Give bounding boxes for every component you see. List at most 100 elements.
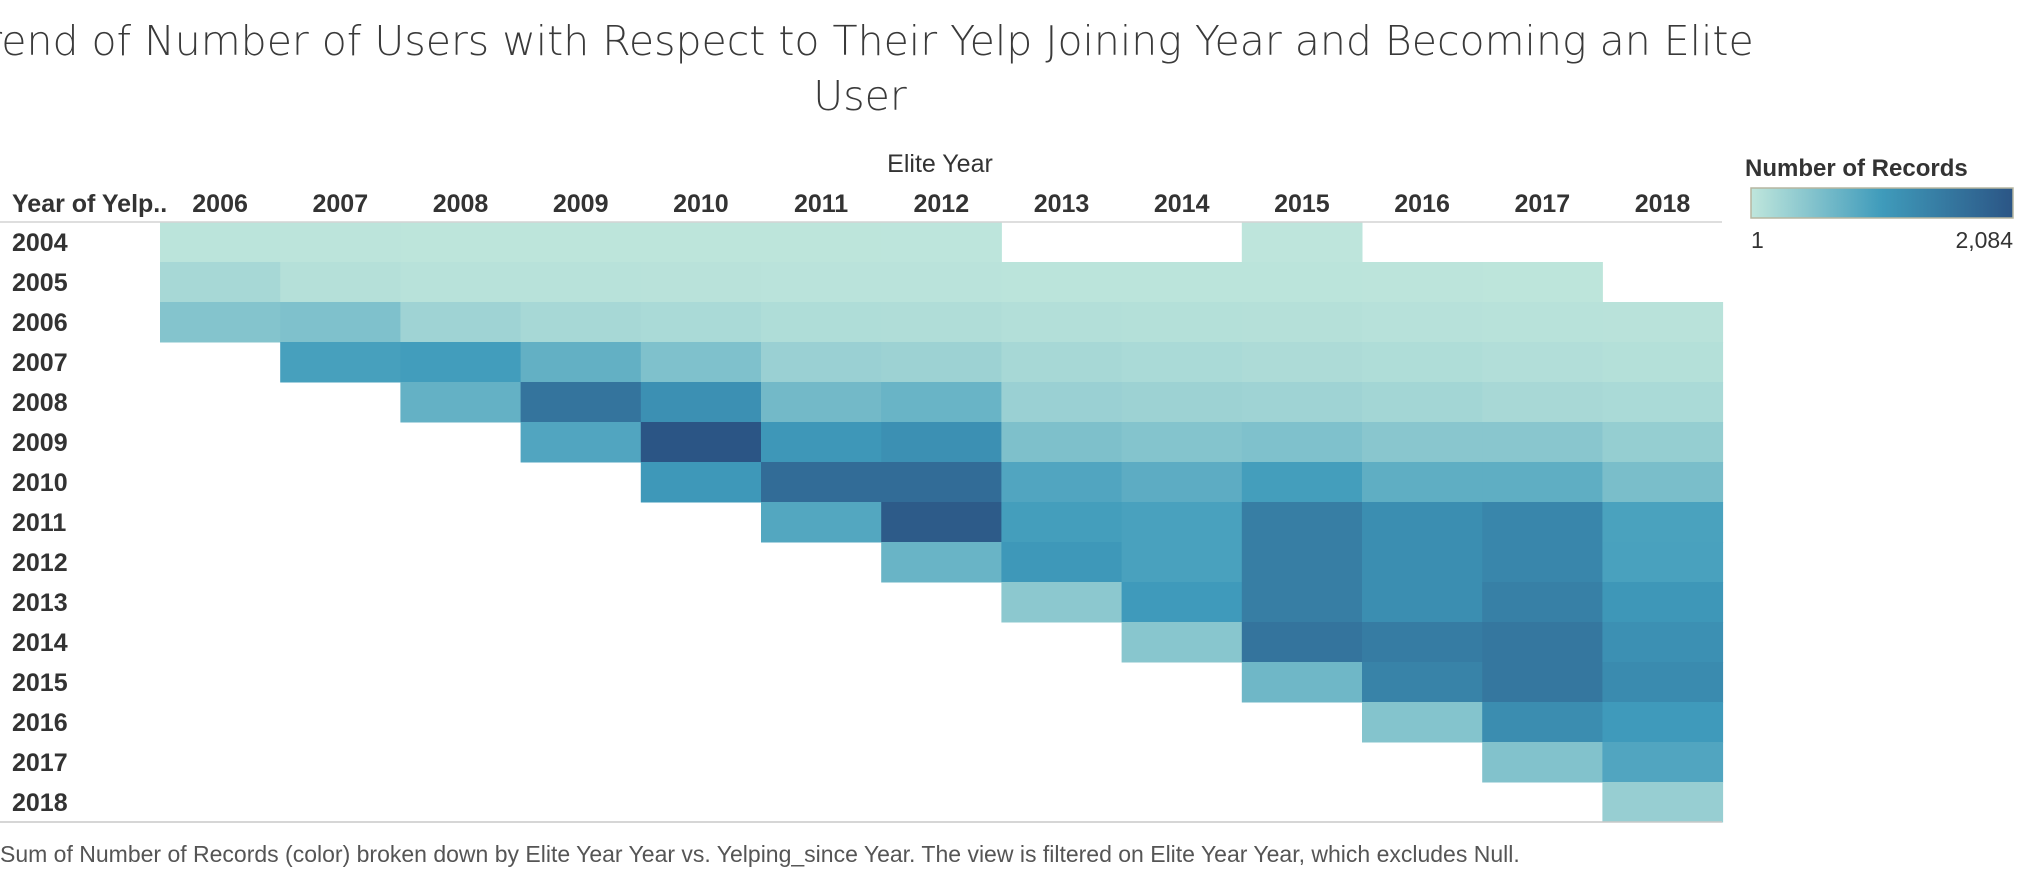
heatmap-cell[interactable]: 2010 / 2015: 1000 [1241, 462, 1363, 503]
heatmap-cell[interactable]: 2012 / 2013: 1080 [1001, 542, 1123, 583]
heatmap-cell[interactable]: 2008 / 2008: 740 [400, 382, 522, 423]
heatmap-cell[interactable]: 2016 / 2018: 1050 [1602, 702, 1724, 743]
heatmap-cell[interactable]: 2005 / 2011: 45 [761, 262, 882, 303]
heatmap-cell[interactable]: 2008 / 2017: 190 [1482, 382, 1603, 423]
heatmap-cell[interactable]: 2005 / 2014: 30 [1121, 262, 1243, 303]
heatmap-cell[interactable]: 2007 / 2007: 980 [280, 342, 401, 383]
heatmap-cell[interactable]: 2007 / 2009: 750 [520, 342, 642, 383]
heatmap-cell[interactable]: 2015 / 2017: 1580 [1482, 662, 1603, 703]
heatmap-cell[interactable]: 2015 / 2015: 650 [1241, 662, 1363, 703]
heatmap-cell[interactable]: 2010 / 2014: 800 [1121, 462, 1243, 503]
heatmap-cell[interactable]: 2004 / 2006: 30 [160, 222, 281, 263]
heatmap-cell[interactable]: 2010 / 2012: 1740 [881, 462, 1002, 503]
heatmap-cell[interactable]: 2006 / 2006: 480 [160, 302, 281, 343]
heatmap-cell[interactable]: 2013 / 2017: 1440 [1482, 582, 1603, 623]
heatmap-cell[interactable]: 2009 / 2018: 340 [1602, 422, 1724, 463]
heatmap-cell[interactable]: 2011 / 2018: 950 [1602, 502, 1724, 543]
heatmap-cell[interactable]: 2018 / 2018: 330 [1602, 782, 1724, 823]
heatmap-cell[interactable]: 2007 / 2013: 200 [1001, 342, 1123, 383]
heatmap-cell[interactable]: 2009 / 2017: 440 [1482, 422, 1603, 463]
heatmap-cell[interactable]: 2012 / 2016: 1240 [1362, 542, 1483, 583]
heatmap-cell[interactable]: 2005 / 2012: 40 [881, 262, 1002, 303]
heatmap-cell[interactable]: 2008 / 2015: 260 [1241, 382, 1363, 423]
heatmap-cell[interactable]: 2006 / 2013: 100 [1001, 302, 1123, 343]
heatmap-cell[interactable]: 2012 / 2014: 960 [1121, 542, 1243, 583]
heatmap-cell[interactable]: 2008 / 2014: 280 [1121, 382, 1243, 423]
heatmap-cell[interactable]: 2005 / 2015: 30 [1241, 262, 1363, 303]
heatmap-cell[interactable]: 2012 / 2017: 1360 [1482, 542, 1603, 583]
heatmap-cell[interactable]: 2007 / 2015: 150 [1241, 342, 1363, 383]
heatmap-cell[interactable]: 2015 / 2016: 1400 [1362, 662, 1483, 703]
heatmap-cell[interactable]: 2008 / 2013: 300 [1001, 382, 1123, 423]
heatmap-cell[interactable]: 2013 / 2015: 1480 [1241, 582, 1363, 623]
heatmap-cell[interactable]: 2006 / 2014: 90 [1121, 302, 1243, 343]
heatmap-cell[interactable]: 2014 / 2017: 1580 [1482, 622, 1603, 663]
heatmap-cell[interactable]: 2005 / 2007: 80 [280, 262, 401, 303]
heatmap-cell[interactable]: 2011 / 2014: 960 [1121, 502, 1243, 543]
heatmap-cell[interactable]: 2009 / 2012: 1200 [881, 422, 1002, 463]
heatmap-cell[interactable]: 2004 / 2009: 20 [520, 222, 642, 263]
heatmap-cell[interactable]: 2009 / 2009: 900 [520, 422, 642, 463]
heatmap-cell[interactable]: 2004 / 2010: 20 [640, 222, 762, 263]
heatmap-cell[interactable]: 2009 / 2013: 530 [1001, 422, 1123, 463]
heatmap-cell[interactable]: 2006 / 2017: 60 [1482, 302, 1603, 343]
heatmap-cell[interactable]: 2009 / 2015: 520 [1241, 422, 1363, 463]
heatmap-cell[interactable]: 2014 / 2014: 450 [1121, 622, 1243, 663]
heatmap-cell[interactable]: 2009 / 2014: 480 [1121, 422, 1243, 463]
heatmap-cell[interactable]: 2008 / 2016: 230 [1362, 382, 1483, 423]
heatmap-cell[interactable]: 2010 / 2016: 780 [1362, 462, 1483, 503]
heatmap-cell[interactable]: 2012 / 2015: 1480 [1241, 542, 1363, 583]
heatmap-cell[interactable]: 2004 / 2012: 15 [881, 222, 1002, 263]
heatmap-cell[interactable]: 2014 / 2018: 1200 [1602, 622, 1724, 663]
heatmap-cell[interactable]: 2007 / 2011: 300 [761, 342, 882, 383]
heatmap-cell[interactable]: 2012 / 2018: 960 [1602, 542, 1724, 583]
heatmap-cell[interactable]: 2006 / 2011: 130 [761, 302, 882, 343]
heatmap-cell[interactable]: 2004 / 2011: 20 [761, 222, 882, 263]
heatmap-cell[interactable]: 2005 / 2017: 20 [1482, 262, 1603, 303]
heatmap-cell[interactable]: 2008 / 2012: 700 [881, 382, 1002, 423]
heatmap-cell[interactable]: 2005 / 2013: 35 [1001, 262, 1123, 303]
heatmap-cell[interactable]: 2011 / 2015: 1480 [1241, 502, 1363, 543]
heatmap-cell[interactable]: 2009 / 2016: 440 [1362, 422, 1483, 463]
heatmap-cell[interactable]: 2010 / 2011: 1740 [761, 462, 882, 503]
heatmap-cell[interactable]: 2016 / 2017: 1250 [1482, 702, 1603, 743]
heatmap-cell[interactable]: 2006 / 2008: 260 [400, 302, 522, 343]
heatmap-cell[interactable]: 2015 / 2018: 1280 [1602, 662, 1724, 703]
heatmap-cell[interactable]: 2008 / 2018: 170 [1602, 382, 1724, 423]
heatmap-cell[interactable]: 2006 / 2018: 50 [1602, 302, 1724, 343]
heatmap-cell[interactable]: 2016 / 2016: 480 [1362, 702, 1483, 743]
heatmap-cell[interactable]: 2006 / 2010: 170 [640, 302, 762, 343]
heatmap-cell[interactable]: 2011 / 2016: 1240 [1362, 502, 1483, 543]
heatmap-cell[interactable]: 2013 / 2013: 420 [1001, 582, 1123, 623]
heatmap-cell[interactable]: 2005 / 2008: 60 [400, 262, 522, 303]
heatmap-cell[interactable]: 2007 / 2018: 90 [1602, 342, 1724, 383]
heatmap-cell[interactable]: 2009 / 2010: 2084 [640, 422, 762, 463]
heatmap-cell[interactable]: 2007 / 2014: 170 [1121, 342, 1243, 383]
heatmap-cell[interactable]: 2017 / 2017: 500 [1482, 742, 1603, 783]
heatmap-cell[interactable]: 2007 / 2017: 110 [1482, 342, 1603, 383]
heatmap-cell[interactable]: 2006 / 2009: 200 [520, 302, 642, 343]
heatmap-cell[interactable]: 2006 / 2007: 520 [280, 302, 401, 343]
heatmap-cell[interactable]: 2017 / 2018: 900 [1602, 742, 1724, 783]
heatmap-cell[interactable]: 2012 / 2012: 700 [881, 542, 1002, 583]
heatmap-cell[interactable]: 2007 / 2012: 280 [881, 342, 1002, 383]
heatmap-cell[interactable]: 2004 / 2008: 20 [400, 222, 522, 263]
heatmap-cell[interactable]: 2005 / 2009: 55 [520, 262, 642, 303]
heatmap-cell[interactable]: 2011 / 2017: 1360 [1482, 502, 1603, 543]
heatmap-cell[interactable]: 2011 / 2013: 1000 [1001, 502, 1123, 543]
heatmap-cell[interactable]: 2011 / 2012: 2000 [881, 502, 1002, 543]
heatmap-cell[interactable]: 2007 / 2010: 520 [640, 342, 762, 383]
heatmap-cell[interactable]: 2007 / 2016: 130 [1362, 342, 1483, 383]
heatmap-cell[interactable]: 2005 / 2010: 50 [640, 262, 762, 303]
heatmap-cell[interactable]: 2008 / 2010: 1200 [640, 382, 762, 423]
heatmap-cell[interactable]: 2006 / 2012: 120 [881, 302, 1002, 343]
heatmap-cell[interactable]: 2004 / 2007: 25 [280, 222, 401, 263]
heatmap-cell[interactable]: 2014 / 2016: 1500 [1362, 622, 1483, 663]
heatmap-cell[interactable]: 2006 / 2015: 80 [1241, 302, 1363, 343]
heatmap-cell[interactable]: 2008 / 2011: 620 [761, 382, 882, 423]
heatmap-cell[interactable]: 2005 / 2006: 200 [160, 262, 281, 303]
heatmap-cell[interactable]: 2005 / 2016: 25 [1362, 262, 1483, 303]
